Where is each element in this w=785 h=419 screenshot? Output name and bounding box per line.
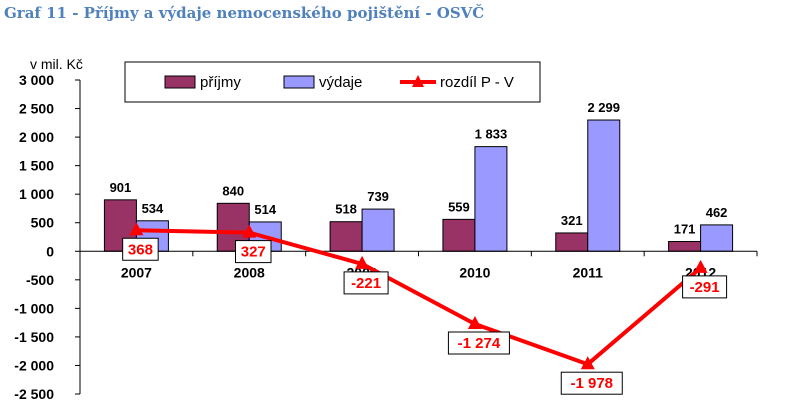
- bars-layer: [103, 119, 734, 252]
- label-box-rozdil-2007: [122, 237, 159, 261]
- bar-prijmy-2012: [668, 241, 702, 252]
- bar-vydaje-2012: [700, 224, 734, 252]
- y-tick-label: 500: [31, 215, 55, 231]
- label-prijmy-2011: 321: [561, 213, 583, 228]
- bar-prijmy-2010: [442, 218, 476, 252]
- y-tick-label: -2 000: [14, 357, 54, 373]
- x-tick-label-2010: 2010: [459, 264, 490, 280]
- legend-swatch-vydaje: [283, 75, 315, 89]
- bar-vydaje-2010: [474, 146, 508, 252]
- label-prijmy-2012: 171: [674, 222, 696, 237]
- bar-prijmy-2009: [329, 221, 363, 252]
- y-tick-label: 2 500: [19, 101, 54, 117]
- legend-label-vydaje: výdaje: [319, 74, 362, 91]
- legend-label-rozdil: rozdíl P - V: [440, 74, 514, 91]
- y-tick-label: -2 500: [14, 386, 54, 402]
- axes-layer: [79, 80, 758, 394]
- chart-title: Graf 11 - Příjmy a výdaje nemocenského p…: [4, 4, 485, 22]
- marker-rozdil-2012: [693, 259, 708, 273]
- bar-prijmy-2011: [555, 232, 589, 252]
- label-vydaje-2012: 462: [706, 205, 728, 220]
- y-tick-label: -1 000: [14, 300, 54, 316]
- bar-labels: 901 534 840 514 518 739 559 1 833 321 2 299 171 462: [110, 100, 728, 236]
- y-tick-label: -500: [26, 272, 54, 288]
- label-vydaje-2008: 514: [254, 202, 276, 217]
- label-box-rozdil-2010: [447, 331, 510, 355]
- label-vydaje-2007: 534: [142, 201, 164, 216]
- label-prijmy-2009: 518: [335, 202, 357, 217]
- label-rozdil-2007: 368: [128, 241, 153, 258]
- label-rozdil-2010: -1 274: [458, 335, 501, 352]
- y-tick-label: 3 000: [19, 72, 54, 88]
- label-rozdil-2012: -291: [690, 279, 720, 296]
- label-box-rozdil-2012: [682, 275, 728, 299]
- y-tick-label: 2 000: [19, 129, 54, 145]
- marker-rozdil-2010: [467, 316, 482, 330]
- label-prijmy-2007: 901: [110, 180, 132, 195]
- y-tick-label: 0: [46, 243, 54, 259]
- x-tick-label-2007: 2007: [121, 264, 152, 280]
- y-axis-label: v mil. Kč: [30, 56, 83, 72]
- label-box-rozdil-2009: [343, 271, 389, 295]
- marker-rozdil-2011: [580, 356, 595, 370]
- label-vydaje-2009: 739: [367, 189, 389, 204]
- legend-label-prijmy: příjmy: [200, 74, 241, 91]
- line-rozdil: [136, 228, 702, 367]
- label-prijmy-2008: 840: [222, 183, 244, 198]
- label-rozdil-2009: -221: [351, 275, 381, 292]
- difference-line-layer: 368 327 -221 -1 274 -1 978 -291: [122, 222, 728, 395]
- legend-marker-rozdil: [412, 75, 424, 87]
- y-ticks: 3 000 2 500 2 000 1 500 1 000 500 0 -500 -1 000 -…: [14, 72, 80, 402]
- label-box-rozdil-2008: [235, 240, 272, 264]
- bar-vydaje-2011: [587, 119, 621, 252]
- label-box-rozdil-2011: [560, 371, 623, 395]
- label-rozdil-2008: 327: [241, 244, 266, 261]
- x-tick-label-2008: 2008: [234, 264, 265, 280]
- label-vydaje-2010: 1 833: [475, 127, 508, 142]
- marker-rozdil-2009: [355, 255, 370, 269]
- label-vydaje-2011: 2 299: [587, 100, 620, 115]
- legend-swatch-prijmy: [164, 75, 196, 89]
- y-tick-label: 1 500: [19, 158, 54, 174]
- legend: příjmy výdaje rozdíl P - V: [124, 61, 541, 103]
- marker-rozdil-2007: [129, 222, 144, 236]
- x-ticks: 200720082009201020112012: [121, 264, 717, 280]
- y-tick-label: -1 500: [14, 329, 54, 345]
- bar-vydaje-2009: [361, 208, 395, 252]
- y-tick-label: 1 000: [19, 186, 54, 202]
- label-prijmy-2010: 559: [448, 199, 470, 214]
- x-tick-label-2011: 2011: [573, 264, 604, 280]
- marker-rozdil-2008: [242, 224, 257, 238]
- label-rozdil-2011: -1 978: [570, 375, 613, 392]
